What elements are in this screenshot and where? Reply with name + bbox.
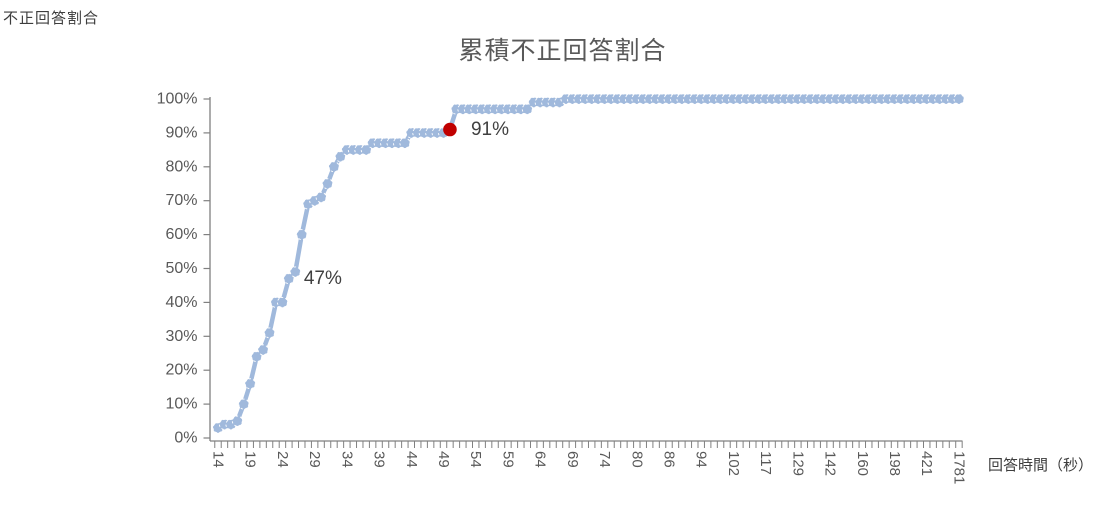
series-marker: [521, 103, 533, 115]
annotation-47pct: 47%: [303, 267, 342, 289]
series-marker: [283, 273, 295, 285]
series-marker: [231, 415, 243, 427]
series-marker: [328, 161, 340, 173]
x-tick-label: 19: [242, 451, 259, 468]
y-axis-title: 不正回答割合: [3, 10, 100, 27]
x-tick-label: 142: [822, 451, 839, 476]
x-tick-label: 86: [661, 451, 678, 468]
x-tick-label: 49: [435, 451, 452, 468]
series-marker: [276, 296, 288, 308]
x-tick-label: 198: [886, 451, 903, 476]
y-tick-label: 50%: [165, 260, 197, 277]
x-tick-label: 29: [306, 451, 323, 468]
x-tick-label: 14: [210, 451, 227, 468]
x-tick-label: 94: [693, 451, 710, 468]
series-marker: [315, 191, 327, 203]
x-tick-label: 117: [757, 451, 774, 475]
x-tick-label: 129: [789, 451, 806, 476]
x-tick-label: 34: [338, 451, 355, 468]
y-tick-label: 80%: [165, 158, 197, 175]
chart-title: 累積不正回答割合: [458, 37, 667, 65]
x-tick-label: 64: [532, 451, 549, 468]
y-tick-label: 70%: [165, 192, 197, 209]
series-marker: [322, 178, 333, 190]
x-tick-label: 39: [371, 451, 388, 468]
annotation-91pct: 91%: [470, 118, 509, 140]
series-marker: [264, 327, 275, 339]
y-tick-label: 30%: [165, 328, 197, 345]
y-tick-label: 100%: [157, 91, 198, 108]
series-marker: [257, 344, 269, 356]
series-marker: [296, 229, 308, 241]
x-tick-label: 69: [564, 451, 581, 468]
x-tick-label: 160: [854, 451, 871, 476]
series-marker: [238, 398, 250, 410]
x-tick-label: 24: [274, 451, 291, 468]
x-tick-label: 54: [467, 451, 484, 468]
y-tick-label: 10%: [165, 396, 197, 413]
y-tick-label: 60%: [165, 226, 197, 243]
x-tick-label: 74: [596, 451, 613, 468]
series-marker: [953, 93, 965, 105]
series-marker: [251, 351, 263, 363]
series-marker: [334, 151, 346, 163]
x-axis-title: 回答時間（秒）: [988, 457, 1094, 474]
series-marker: [360, 144, 372, 156]
y-tick-label: 90%: [165, 124, 197, 141]
y-tick-label: 0%: [174, 430, 197, 447]
series-marker: [289, 266, 301, 278]
highlight-marker: [443, 122, 457, 137]
series-line: [215, 96, 962, 431]
x-tick-label: 59: [499, 451, 516, 468]
series-marker: [244, 378, 256, 390]
x-tick-label: 80: [628, 451, 645, 468]
series-marker: [399, 137, 411, 149]
x-tick-label: 421: [918, 451, 935, 476]
x-tick-label: 102: [725, 451, 742, 476]
y-tick-label: 40%: [165, 294, 197, 311]
y-tick-label: 20%: [165, 362, 197, 379]
x-tick-label: 44: [403, 451, 420, 468]
x-tick-label: 1781: [950, 451, 967, 484]
